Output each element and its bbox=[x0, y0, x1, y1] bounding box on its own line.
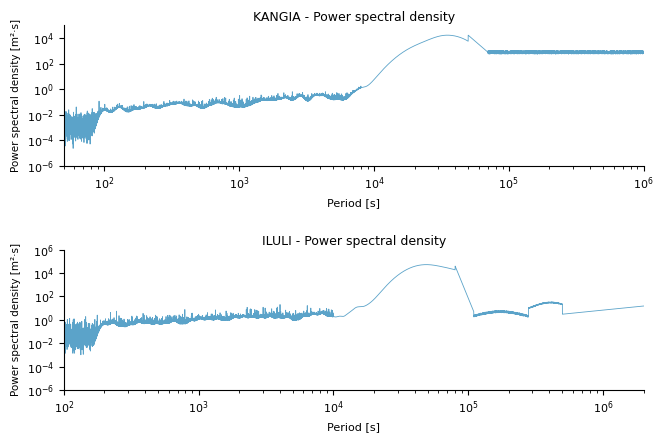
X-axis label: Period [s]: Period [s] bbox=[327, 198, 380, 208]
Title: KANGIA - Power spectral density: KANGIA - Power spectral density bbox=[253, 11, 455, 24]
X-axis label: Period [s]: Period [s] bbox=[327, 422, 380, 432]
Y-axis label: Power spectral density [m²·s]: Power spectral density [m²·s] bbox=[11, 19, 21, 172]
Title: ILULI - Power spectral density: ILULI - Power spectral density bbox=[261, 235, 446, 249]
Y-axis label: Power spectral density [m²·s]: Power spectral density [m²·s] bbox=[11, 243, 21, 396]
